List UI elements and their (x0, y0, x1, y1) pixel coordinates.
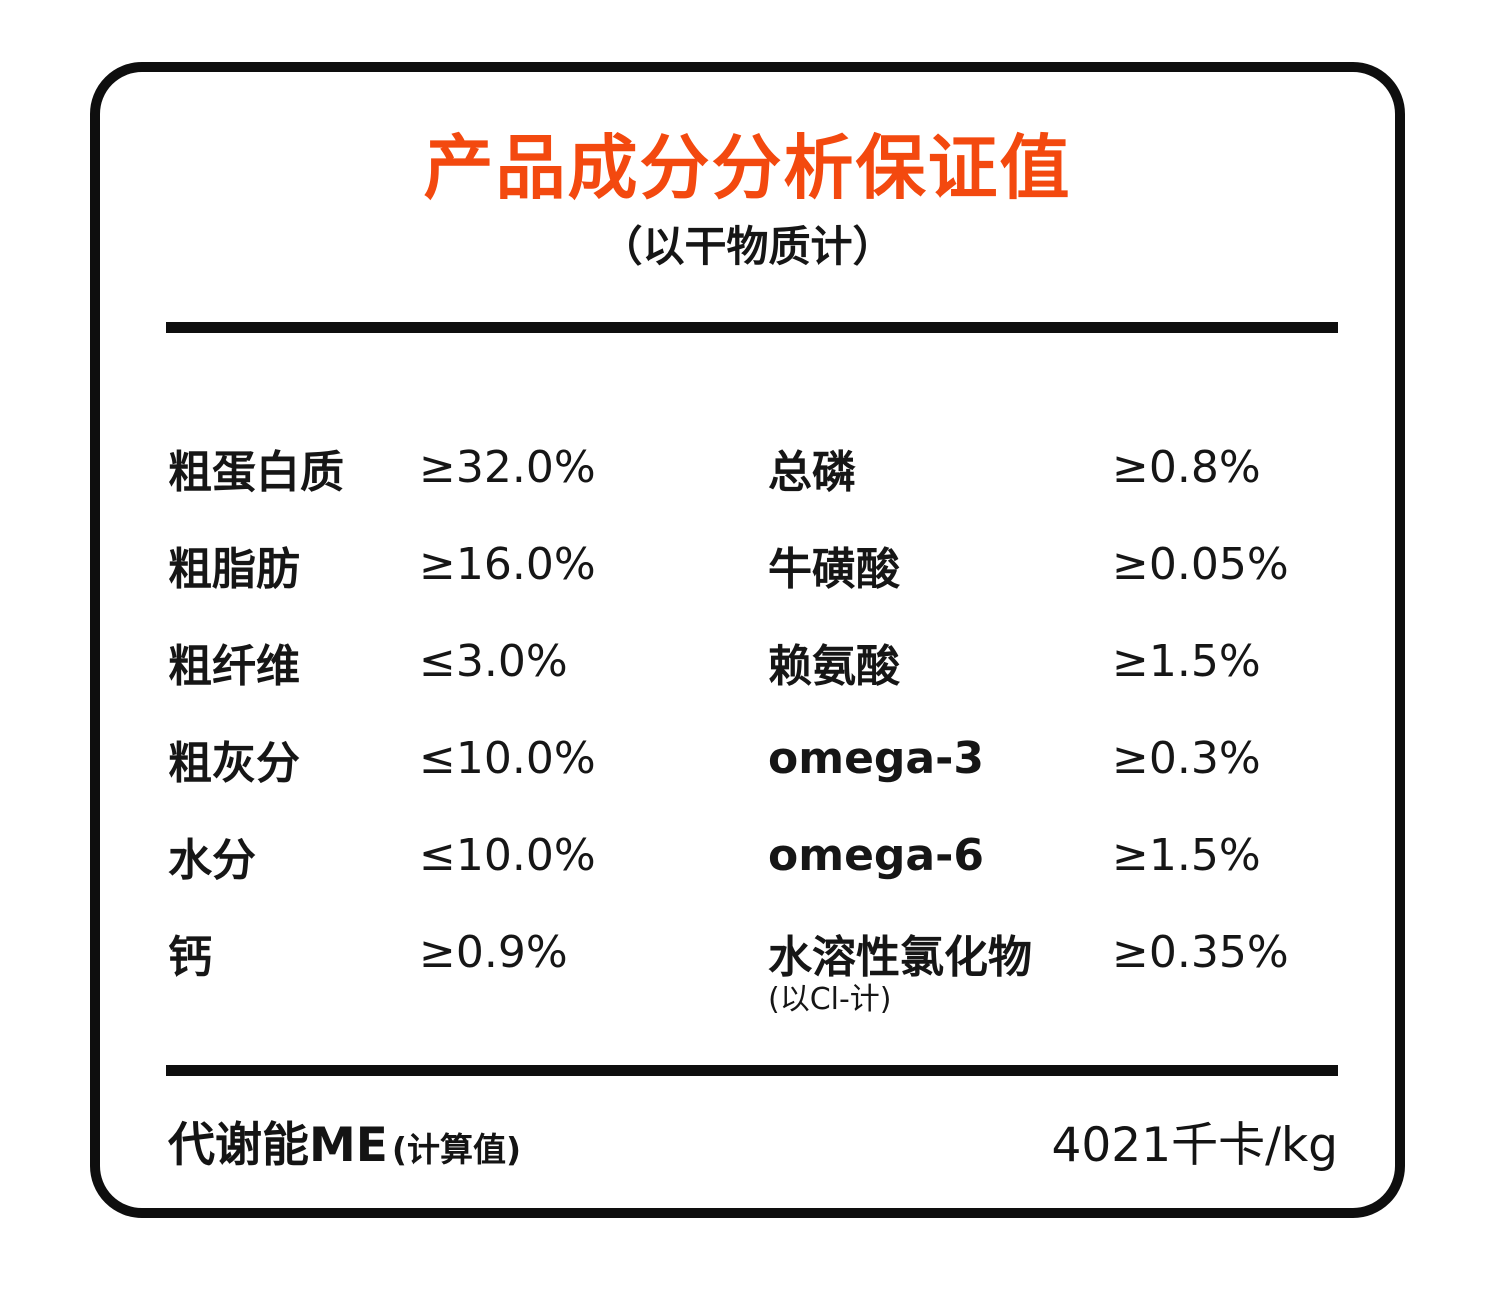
bottom-divider (166, 1065, 1338, 1076)
metabolizable-energy-label: 代谢能ME (计算值) (168, 1106, 521, 1175)
metabolizable-energy-row: 代谢能ME (计算值) 4021千卡/kg (168, 1110, 1338, 1173)
guaranteed-analysis-card: 产品成分分析保证值 （以干物质计） 粗蛋白质 ≥32.0% 总磷 ≥0.8% 粗… (90, 62, 1405, 1218)
top-divider (166, 322, 1338, 333)
nutrient-value: ≥0.3% (1112, 733, 1261, 784)
nutrient-value: ≥16.0% (419, 539, 596, 590)
nutrient-label: 赖氨酸 (768, 640, 900, 692)
nutrient-label: omega-6 (768, 830, 984, 881)
nutrient-value: ≥1.5% (1112, 830, 1261, 881)
nutrient-label-with-note: 水溶性氯化物 (以Cl-计) (768, 904, 1112, 1018)
nutrient-value: ≥0.8% (1112, 442, 1261, 493)
nutrient-value: ≤3.0% (419, 636, 568, 687)
nutrient-value: ≥0.35% (1112, 927, 1289, 978)
nutrient-label-note: (以Cl-计) (768, 982, 892, 1017)
nutrient-value: ≤10.0% (419, 733, 596, 784)
nutrient-table: 粗蛋白质 ≥32.0% 总磷 ≥0.8% 粗脂肪 ≥16.0% 牛磺酸 ≥0.0… (168, 419, 1338, 1018)
card-title: 产品成分分析保证值 (423, 127, 1072, 209)
nutrient-label: 总磷 (768, 446, 856, 498)
card-subtitle: （以干物质计） (600, 222, 895, 271)
nutrient-label: 水溶性氯化物 (768, 931, 1032, 983)
metabolizable-energy-value: 4021千卡/kg (1051, 1117, 1339, 1173)
nutrient-label: 钙 (168, 931, 212, 983)
nutrient-label: 粗蛋白质 (168, 446, 344, 498)
nutrient-label: 粗纤维 (168, 640, 300, 692)
nutrient-label: 水分 (168, 834, 256, 886)
nutrient-label: omega-3 (768, 733, 984, 784)
me-label-note: (计算值) (391, 1129, 522, 1169)
nutrient-value: ≥32.0% (419, 442, 596, 493)
nutrient-label: 牛磺酸 (768, 543, 900, 595)
nutrient-value: ≥1.5% (1112, 636, 1261, 687)
nutrient-value: ≥0.9% (419, 927, 568, 978)
nutrient-value: ≥0.05% (1112, 539, 1289, 590)
nutrient-label: 粗灰分 (168, 737, 300, 789)
nutrient-label: 粗脂肪 (168, 543, 300, 595)
me-label-main: 代谢能ME (168, 1117, 388, 1173)
nutrient-value: ≤10.0% (419, 830, 596, 881)
